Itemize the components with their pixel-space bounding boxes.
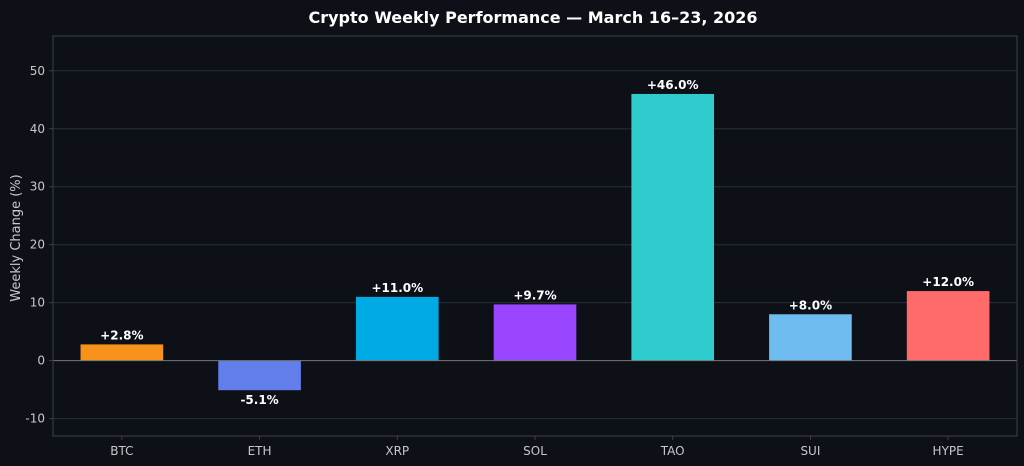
bar-tao bbox=[631, 93, 715, 361]
x-tick-label: XRP bbox=[385, 444, 409, 458]
x-tick-label: TAO bbox=[660, 444, 685, 458]
x-tick-label: SOL bbox=[523, 444, 547, 458]
bar-eth bbox=[218, 360, 301, 391]
x-tick-label: HYPE bbox=[933, 444, 964, 458]
bar-btc bbox=[80, 344, 164, 361]
bar-value-label: +11.0% bbox=[371, 281, 423, 295]
x-tick-label: ETH bbox=[248, 444, 272, 458]
bar-sui bbox=[769, 314, 852, 361]
bar-value-labels: +2.8% -5.1% +11.0% +9.7% +46.0% +8.0% +12.0% bbox=[100, 78, 974, 407]
y-axis-label: Weekly Change (%) bbox=[9, 174, 24, 301]
bar-value-label: +8.0% bbox=[789, 298, 832, 312]
y-tick-label: 0 bbox=[37, 354, 45, 368]
bar-value-label: +12.0% bbox=[922, 275, 974, 289]
y-tick-label: -10 bbox=[25, 412, 45, 426]
bars bbox=[80, 93, 990, 391]
bar-value-label: -5.1% bbox=[240, 393, 278, 407]
x-tick-label: BTC bbox=[110, 444, 133, 458]
bar-hype bbox=[906, 291, 990, 361]
chart-title: Crypto Weekly Performance — March 16–23,… bbox=[308, 8, 757, 27]
grid-lines bbox=[53, 70, 1017, 420]
axes: -10 0 10 20 30 40 50 BTC ETH XRP SOL TAO SUI HYPE bbox=[25, 35, 1018, 458]
plot-frame bbox=[52, 35, 1018, 437]
bar-value-label: +9.7% bbox=[513, 288, 556, 302]
y-tick-label: 40 bbox=[30, 122, 45, 136]
bar-xrp bbox=[355, 296, 439, 361]
bar-sol bbox=[493, 304, 577, 361]
y-tick-label: 10 bbox=[30, 296, 45, 310]
bar-value-label: +46.0% bbox=[647, 78, 699, 92]
y-tick-label: 50 bbox=[30, 64, 45, 78]
bar-value-label: +2.8% bbox=[100, 328, 143, 342]
y-tick-label: 20 bbox=[30, 238, 45, 252]
x-tick-label: SUI bbox=[800, 444, 820, 458]
y-tick-label: 30 bbox=[30, 180, 45, 194]
